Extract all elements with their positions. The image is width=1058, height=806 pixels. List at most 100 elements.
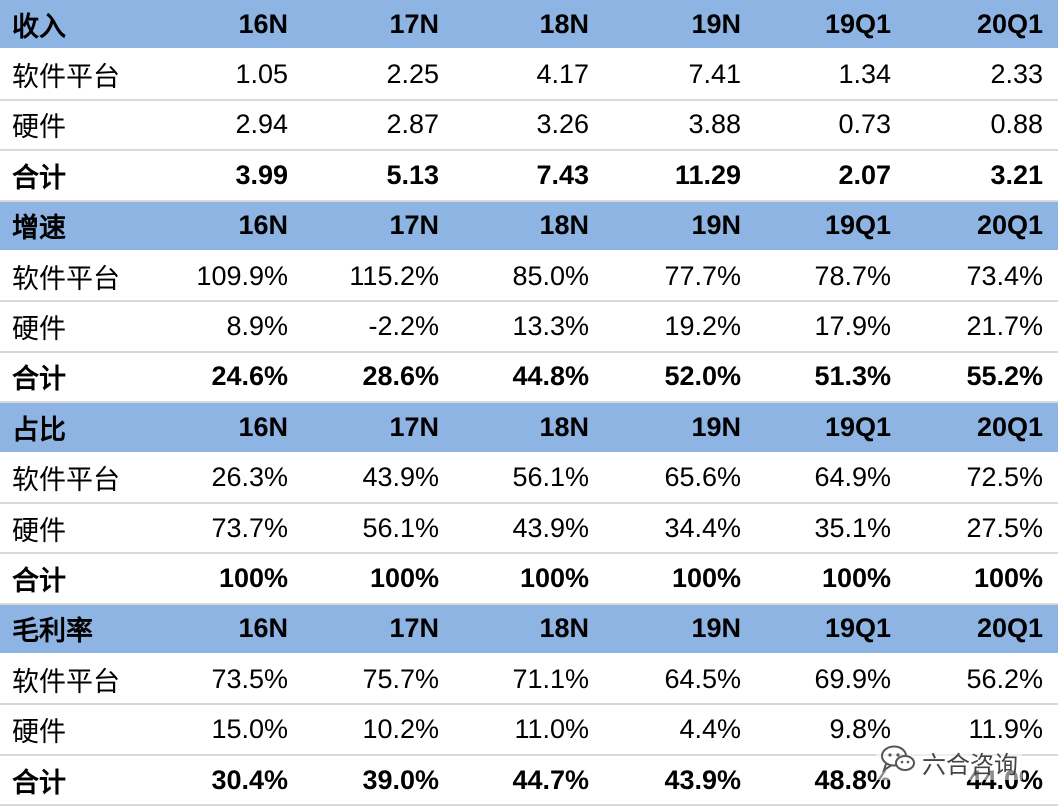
table-cell: 65.6% — [664, 462, 741, 493]
table-cell: 35.1% — [814, 512, 891, 543]
table-cell: 5.13 — [386, 159, 439, 190]
row-label: 硬件 — [12, 112, 66, 144]
table-cell: 2.25 — [386, 59, 439, 90]
row-label: 硬件 — [12, 717, 66, 749]
section-title: 增速 — [12, 213, 66, 245]
table-cell: 115.2% — [349, 260, 439, 291]
table-cell: 39.0% — [362, 764, 439, 795]
table-cell: 19.2% — [664, 311, 741, 342]
column-header: 19Q1 — [824, 210, 891, 241]
table-cell: 26.3% — [211, 462, 288, 493]
total-row: 合计 3.99 5.13 7.43 11.29 2.07 3.21 — [0, 151, 1058, 202]
table-row: 软件平台 73.5% 75.7% 71.1% 64.5% 69.9% 56.2% — [0, 655, 1058, 706]
table-cell: 44.7% — [512, 764, 589, 795]
section-title: 收入 — [12, 11, 66, 43]
table-cell: 13.3% — [512, 311, 589, 342]
column-header: 18N — [539, 411, 589, 442]
section-title: 占比 — [12, 414, 66, 446]
table-cell: 4.4% — [679, 714, 741, 745]
column-header: 20Q1 — [976, 411, 1043, 442]
column-header: 19Q1 — [824, 613, 891, 644]
section-header-row: 占比 16N 17N 18N 19N 19Q1 20Q1 — [0, 403, 1058, 454]
table-row: 硬件 8.9% -2.2% 13.3% 19.2% 17.9% 21.7% — [0, 302, 1058, 353]
table-cell: 64.5% — [664, 663, 741, 694]
section-header-row: 毛利率 16N 17N 18N 19N 19Q1 20Q1 — [0, 604, 1058, 656]
table-cell: 21.7% — [966, 311, 1043, 342]
table-row: 软件平台 1.05 2.25 4.17 7.41 1.34 2.33 — [0, 50, 1058, 101]
total-row: 合计 24.6% 28.6% 44.8% 52.0% 51.3% 55.2% — [0, 353, 1058, 404]
column-header: 19N — [691, 411, 741, 442]
table-cell: 78.7% — [814, 260, 891, 291]
column-header: 18N — [539, 613, 589, 644]
row-label: 合计 — [12, 364, 66, 396]
total-row: 合计 100% 100% 100% 100% 100% 100% — [0, 554, 1058, 605]
table-cell: 2.07 — [838, 159, 891, 190]
column-header: 16N — [238, 411, 288, 442]
table-cell: 11.9% — [968, 714, 1043, 745]
table-cell: 100% — [671, 562, 741, 593]
table-cell: 11.29 — [674, 159, 741, 190]
table-cell: 3.21 — [990, 159, 1043, 190]
section-header-row: 收入 16N 17N 18N 19N 19Q1 20Q1 — [0, 0, 1058, 51]
table-cell: 0.73 — [838, 109, 891, 140]
table-cell: 100% — [519, 562, 589, 593]
table-cell: 56.2% — [966, 663, 1043, 694]
table-cell: 17.9% — [814, 311, 891, 342]
section-header-row: 增速 16N 17N 18N 19N 19Q1 20Q1 — [0, 201, 1058, 252]
table-cell: 69.9% — [814, 663, 891, 694]
table-cell: 8.9% — [226, 311, 288, 342]
table-cell: 77.7% — [664, 260, 741, 291]
column-header: 19Q1 — [824, 411, 891, 442]
table-cell: 10.2% — [362, 714, 439, 745]
table-cell: 43.9% — [664, 764, 741, 795]
watermark-text: 六合咨询 — [922, 750, 1018, 779]
section-title: 毛利率 — [12, 616, 93, 648]
table-cell: 73.4% — [966, 260, 1043, 291]
table-cell: 27.5% — [966, 512, 1043, 543]
table-cell: 100% — [218, 562, 288, 593]
table-cell: 43.9% — [512, 512, 589, 543]
column-header: 16N — [238, 613, 288, 644]
table-cell: 24.6% — [211, 361, 288, 392]
table-cell: 0.88 — [990, 109, 1043, 140]
column-header: 17N — [389, 8, 439, 39]
column-header: 19Q1 — [824, 8, 891, 39]
row-label: 硬件 — [12, 314, 66, 346]
table-cell: 2.87 — [386, 109, 439, 140]
table-cell: 71.1% — [512, 663, 589, 694]
table-cell: -2.2% — [368, 311, 439, 342]
table-cell: 72.5% — [966, 462, 1043, 493]
row-label: 软件平台 — [12, 62, 120, 94]
row-label: 软件平台 — [12, 666, 120, 698]
table-cell: 109.9% — [196, 260, 288, 291]
table-row: 软件平台 109.9% 115.2% 85.0% 77.7% 78.7% 73.4% — [0, 252, 1058, 303]
table-cell: 55.2% — [966, 361, 1043, 392]
column-header: 19N — [691, 8, 741, 39]
table-cell: 73.5% — [211, 663, 288, 694]
wechat-icon — [880, 744, 916, 780]
table-cell: 85.0% — [512, 260, 589, 291]
row-label: 合计 — [12, 565, 66, 597]
column-header: 16N — [238, 210, 288, 241]
column-header: 17N — [389, 411, 439, 442]
row-label: 合计 — [12, 767, 66, 799]
table-cell: 64.9% — [814, 462, 891, 493]
table-cell: 56.1% — [512, 462, 589, 493]
row-label: 软件平台 — [12, 465, 120, 497]
table-cell: 11.0% — [514, 714, 589, 745]
table-cell: 52.0% — [664, 361, 741, 392]
table-cell: 1.05 — [235, 59, 288, 90]
row-label: 合计 — [12, 162, 66, 194]
table-cell: 34.4% — [664, 512, 741, 543]
table-cell: 43.9% — [362, 462, 439, 493]
table-cell: 15.0% — [211, 714, 288, 745]
table-cell: 44.8% — [512, 361, 589, 392]
table-row: 硬件 2.94 2.87 3.26 3.88 0.73 0.88 — [0, 101, 1058, 152]
column-header: 20Q1 — [976, 613, 1043, 644]
table-cell: 100% — [821, 562, 891, 593]
table-row: 硬件 73.7% 56.1% 43.9% 34.4% 35.1% 27.5% — [0, 504, 1058, 555]
column-header: 19N — [691, 613, 741, 644]
table-cell: 3.26 — [536, 109, 589, 140]
table-cell: 1.34 — [838, 59, 891, 90]
